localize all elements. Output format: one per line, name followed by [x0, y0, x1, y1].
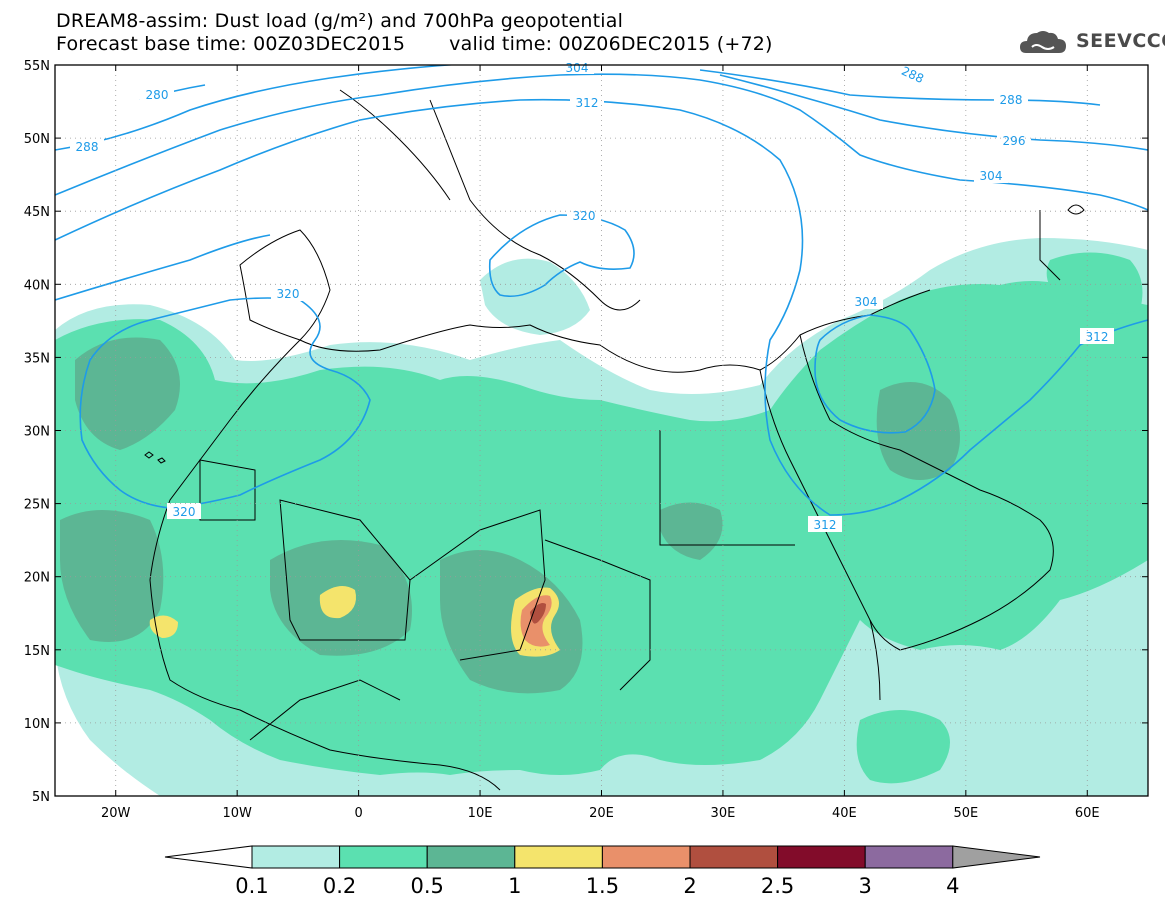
- contour-label: 304: [566, 61, 589, 75]
- contour-label: 320: [173, 505, 196, 519]
- longitude-label: 10E: [468, 806, 493, 821]
- contour-label: 304: [980, 169, 1003, 183]
- contour-label: 312: [576, 96, 599, 110]
- latitude-label: 15N: [24, 644, 50, 659]
- longitude-label: 30E: [711, 806, 736, 821]
- islands: [144, 204, 1085, 464]
- colorbar-label: 2: [683, 874, 696, 898]
- colorbar-segment: [251, 845, 341, 869]
- contour-label: 320: [277, 287, 300, 301]
- cloud-icon: [1020, 31, 1066, 53]
- latitude-label: 55N: [24, 59, 50, 74]
- longitude-label: 40E: [832, 806, 857, 821]
- colorbar-segment: [689, 845, 779, 869]
- colorbar-max-arrow: [952, 845, 1041, 869]
- contour-label: 304: [855, 295, 878, 309]
- contour-label: 312: [814, 518, 837, 532]
- latitude-label: 45N: [24, 205, 50, 220]
- latitude-label: 35N: [24, 351, 50, 366]
- colorbar: 0.1 0.2 0.5 1 1.5 2 2.5 3 4: [164, 845, 1041, 898]
- contour-label: 280: [146, 88, 169, 102]
- contour-label: 288: [1000, 93, 1023, 107]
- longitude-label: 50E: [953, 806, 978, 821]
- colorbar-segment: [777, 845, 866, 869]
- seevccc-logo: SEEVCCC: [1018, 26, 1165, 60]
- colorbar-label: 4: [946, 874, 959, 898]
- latitude-label: 25N: [24, 498, 50, 513]
- latitude-labels: 55N 50N 45N 40N 35N 30N 25N 20N 15N 10N 5N: [24, 59, 50, 805]
- colorbar-label: 1.5: [586, 874, 619, 898]
- valid-time: valid time: 00Z06DEC2015 (+72): [449, 33, 773, 55]
- map-subtitle: Forecast base time: 00Z03DEC2015 valid ti…: [56, 33, 773, 55]
- colorbar-label: 3: [859, 874, 872, 898]
- latitude-label: 30N: [24, 425, 50, 440]
- longitude-label: 10W: [222, 806, 252, 821]
- dust-layer-2: [530, 603, 546, 624]
- colorbar-segment: [864, 845, 954, 869]
- contour-label: 312: [1086, 330, 1109, 344]
- colorbar-label: 0.1: [235, 874, 268, 898]
- colorbar-label: 2.5: [761, 874, 794, 898]
- latitude-label: 20N: [24, 571, 50, 586]
- longitude-label: 0: [354, 806, 362, 821]
- contour-label: 320: [573, 209, 596, 223]
- graticule: [55, 65, 1148, 796]
- colorbar-label: 0.2: [323, 874, 356, 898]
- longitude-label: 20W: [101, 806, 131, 821]
- axis-ticks: [55, 64, 1148, 797]
- map-title: DREAM8-assim: Dust load (g/m²) and 700hP…: [56, 10, 624, 32]
- longitude-label: 60E: [1075, 806, 1100, 821]
- latitude-label: 50N: [24, 132, 50, 147]
- colorbar-labels: 0.1 0.2 0.5 1 1.5 2 2.5 3 4: [235, 874, 959, 898]
- latitude-label: 5N: [32, 790, 50, 805]
- longitude-label: 20E: [589, 806, 614, 821]
- colorbar-segment: [339, 845, 428, 869]
- latitude-label: 40N: [24, 278, 50, 293]
- colorbar-segment: [426, 845, 516, 869]
- contour-labels: 280 288 288 288 296 304 304 304 312 312 …: [70, 60, 1114, 532]
- logo-text: SEEVCCC: [1076, 30, 1165, 52]
- colorbar-segment: [601, 845, 691, 869]
- forecast-base-time: Forecast base time: 00Z03DEC2015: [56, 33, 406, 55]
- contour-label: 296: [1003, 134, 1026, 148]
- colorbar-segments: [164, 845, 1041, 869]
- colorbar-min-arrow: [164, 845, 253, 869]
- longitude-labels: 20W 10W 0 10E 20E 30E 40E 50E 60E: [101, 806, 1100, 821]
- latitude-label: 10N: [24, 717, 50, 732]
- colorbar-label: 1: [508, 874, 521, 898]
- coastlines-and-borders: [149, 89, 1061, 791]
- colorbar-segment: [514, 845, 603, 869]
- colorbar-label: 0.5: [410, 874, 443, 898]
- contour-label: 288: [76, 140, 99, 154]
